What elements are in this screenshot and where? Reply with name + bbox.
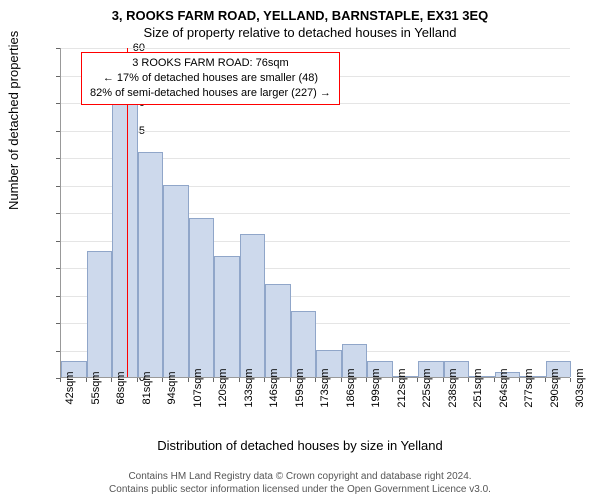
x-tick-mark	[162, 378, 163, 382]
x-tick-label: 225sqm	[421, 368, 433, 407]
x-tick-label: 146sqm	[268, 368, 280, 407]
x-tick-label: 68sqm	[115, 371, 127, 404]
x-tick-label: 120sqm	[217, 368, 229, 407]
x-tick-label: 264sqm	[498, 368, 510, 407]
x-tick-label: 42sqm	[64, 371, 76, 404]
x-tick-label: 159sqm	[294, 368, 306, 407]
footer-line-2: Contains public sector information licen…	[0, 484, 600, 497]
x-tick-label: 55sqm	[90, 371, 102, 404]
x-tick-mark	[137, 378, 138, 382]
x-tick-mark	[111, 378, 112, 382]
x-tick-mark	[417, 378, 418, 382]
x-tick-mark	[264, 378, 265, 382]
gridline	[61, 48, 570, 49]
footer: Contains HM Land Registry data © Crown c…	[0, 471, 600, 496]
histogram-bar	[265, 284, 291, 378]
y-axis-label: Number of detached properties	[6, 31, 21, 210]
x-tick-label: 277sqm	[523, 368, 535, 407]
x-tick-label: 94sqm	[166, 371, 178, 404]
annotation-line: 3 ROOKS FARM ROAD: 76sqm	[90, 56, 331, 71]
x-axis-label: Distribution of detached houses by size …	[0, 438, 600, 453]
x-tick-label: 81sqm	[141, 371, 153, 404]
x-tick-mark	[341, 378, 342, 382]
x-tick-mark	[366, 378, 367, 382]
x-tick-mark	[86, 378, 87, 382]
x-tick-mark	[545, 378, 546, 382]
x-tick-label: 290sqm	[549, 368, 561, 407]
x-tick-label: 133sqm	[243, 368, 255, 407]
histogram-bar	[189, 218, 215, 378]
x-tick-mark	[392, 378, 393, 382]
footer-line-1: Contains HM Land Registry data © Crown c…	[0, 471, 600, 484]
annotation-line: 82% of semi-detached houses are larger (…	[90, 86, 331, 101]
plot-area: 3 ROOKS FARM ROAD: 76sqm← 17% of detache…	[60, 48, 570, 378]
annotation-box: 3 ROOKS FARM ROAD: 76sqm← 17% of detache…	[81, 52, 340, 105]
x-tick-mark	[213, 378, 214, 382]
x-tick-label: 251sqm	[472, 368, 484, 407]
x-tick-mark	[60, 378, 61, 382]
x-tick-label: 186sqm	[345, 368, 357, 407]
x-tick-label: 107sqm	[192, 368, 204, 407]
histogram-bar	[112, 75, 138, 378]
x-tick-mark	[315, 378, 316, 382]
histogram-bar	[214, 256, 240, 377]
x-tick-mark	[468, 378, 469, 382]
x-tick-mark	[290, 378, 291, 382]
x-tick-label: 303sqm	[574, 368, 586, 407]
x-tick-label: 173sqm	[319, 368, 331, 407]
x-tick-mark	[519, 378, 520, 382]
chart-title-main: 3, ROOKS FARM ROAD, YELLAND, BARNSTAPLE,…	[0, 0, 600, 23]
x-tick-label: 199sqm	[370, 368, 382, 407]
x-tick-label: 212sqm	[396, 368, 408, 407]
x-tick-mark	[188, 378, 189, 382]
x-tick-mark	[570, 378, 571, 382]
histogram-bar	[240, 234, 266, 377]
x-tick-mark	[494, 378, 495, 382]
annotation-line: ← 17% of detached houses are smaller (48…	[90, 71, 331, 86]
histogram-bar	[291, 311, 317, 377]
x-tick-mark	[443, 378, 444, 382]
chart-title-sub: Size of property relative to detached ho…	[0, 23, 600, 40]
histogram-bar	[138, 152, 164, 378]
histogram-bar	[87, 251, 113, 378]
x-tick-mark	[239, 378, 240, 382]
x-tick-label: 238sqm	[447, 368, 459, 407]
histogram-bar	[163, 185, 189, 378]
